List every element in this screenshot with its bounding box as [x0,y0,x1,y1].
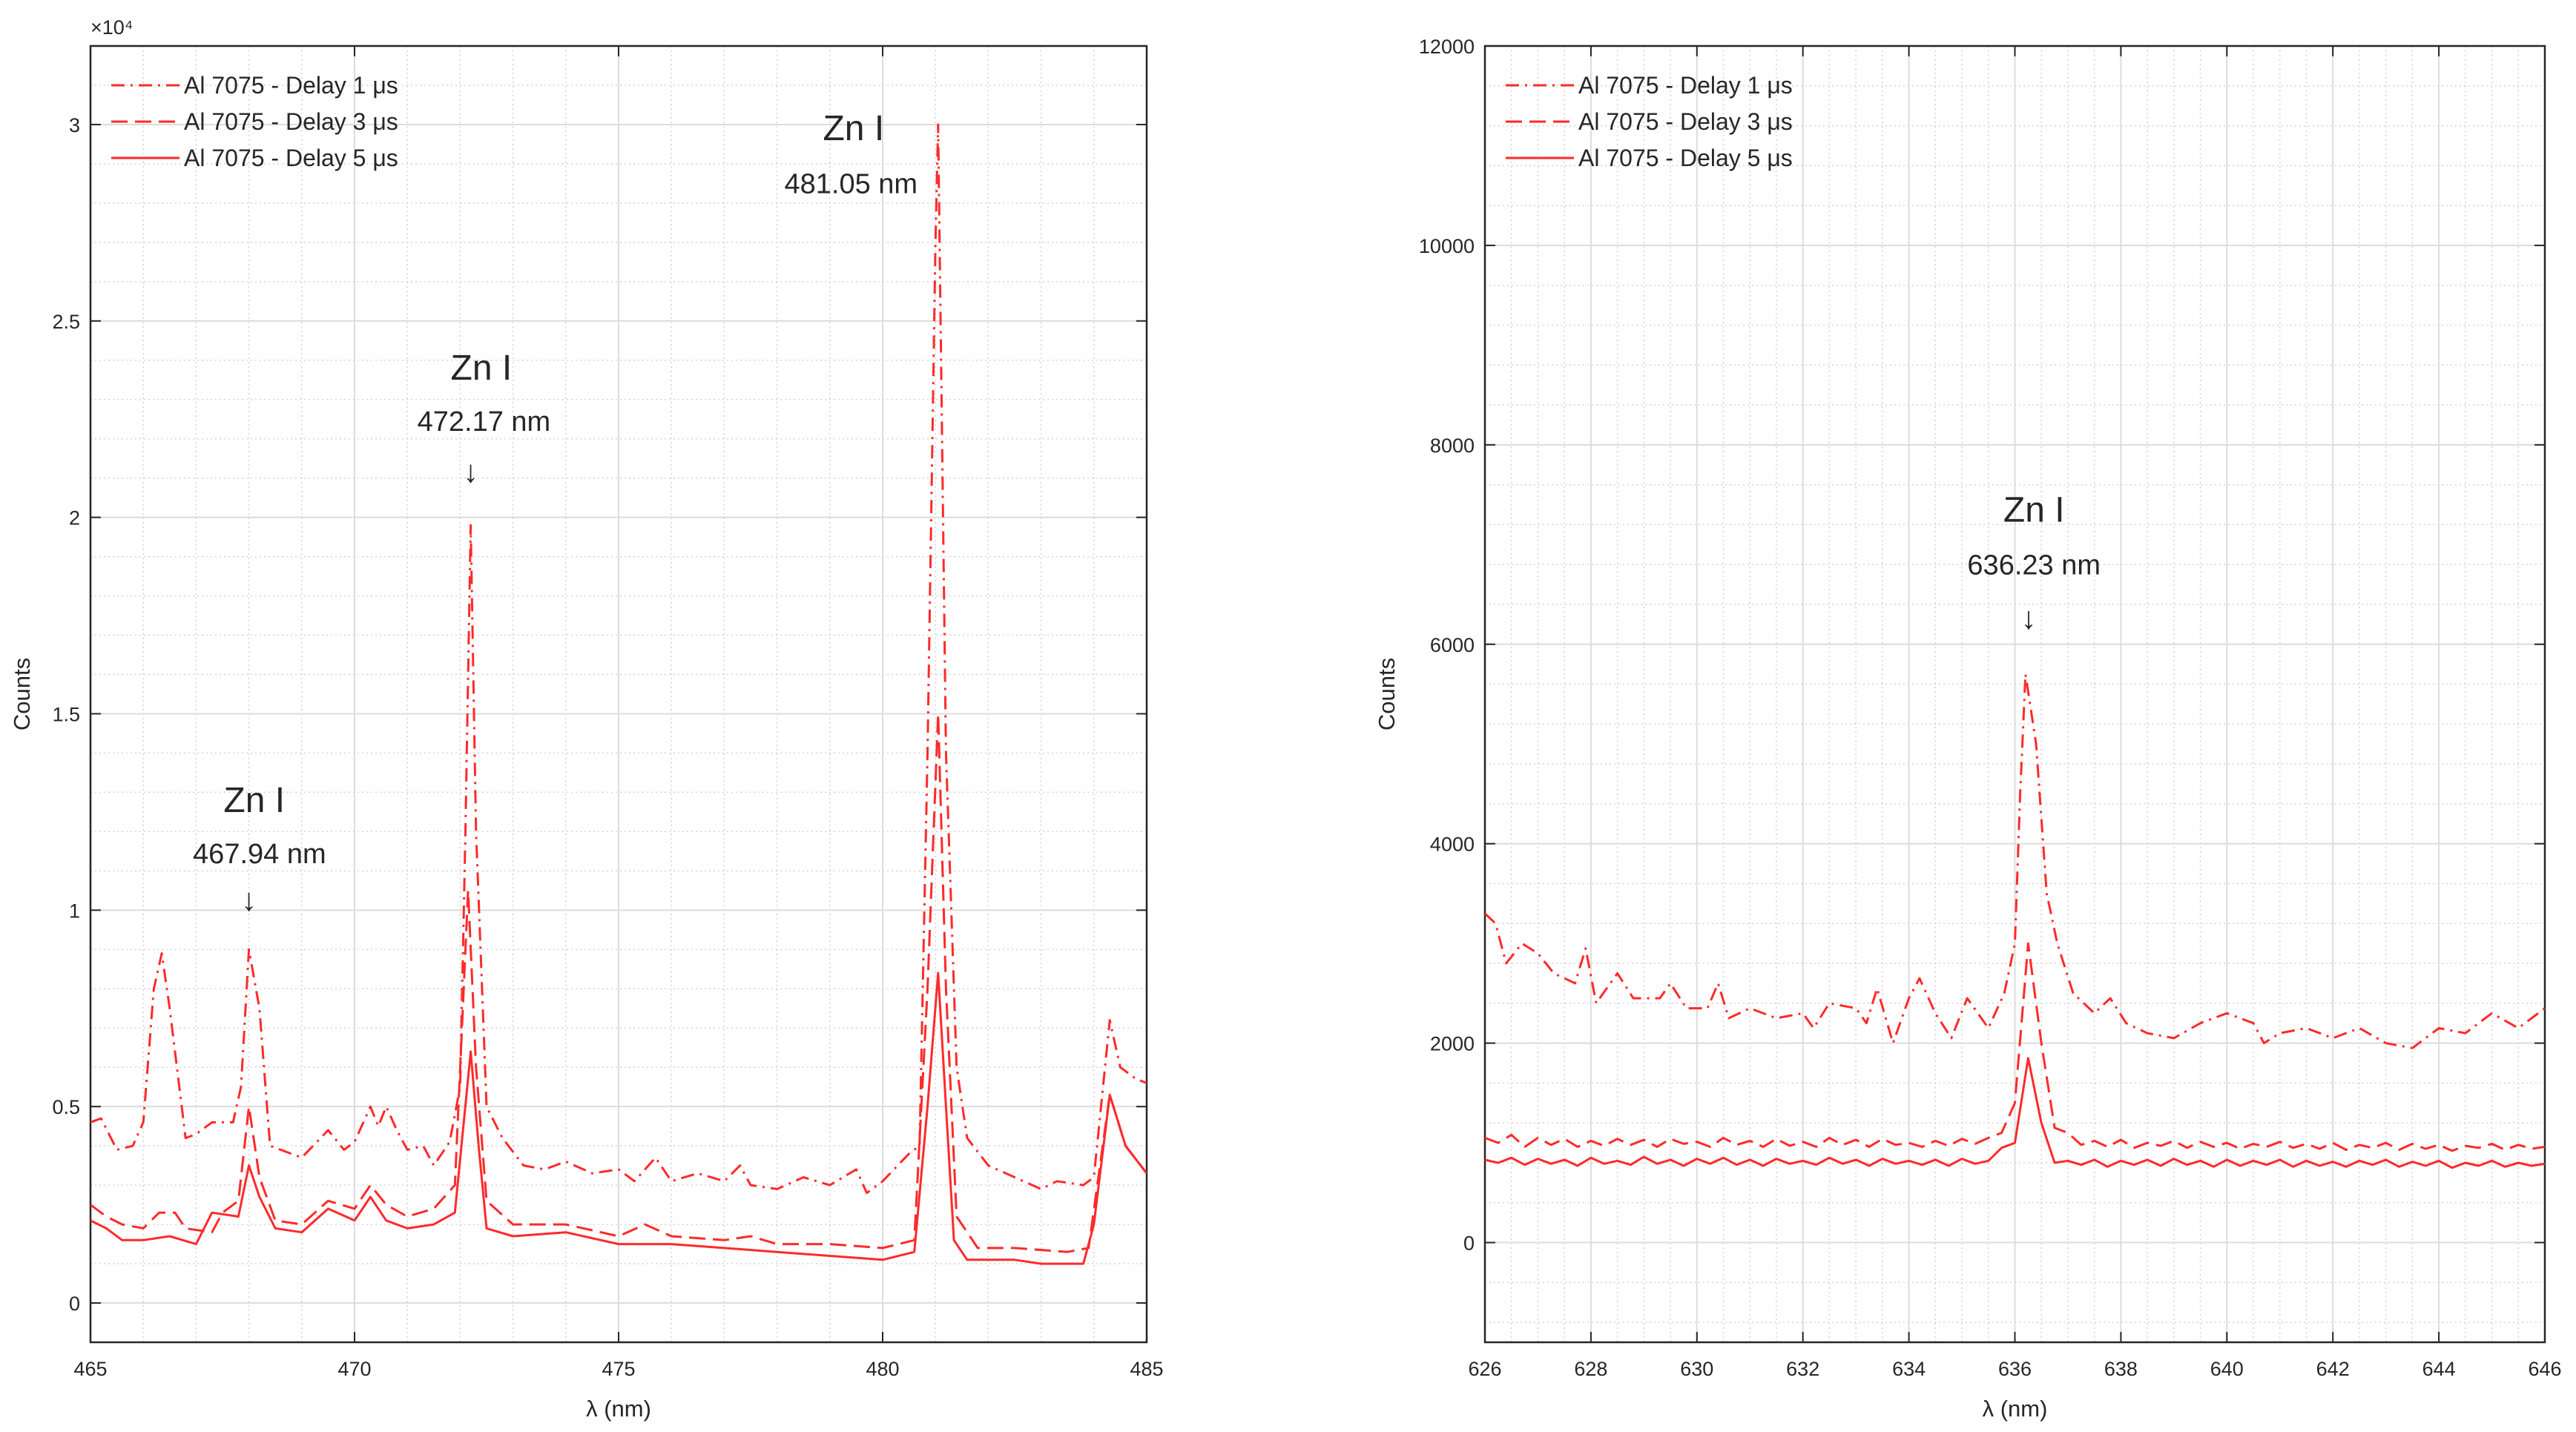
legend-label: Al 7075 - Delay 3 μs [184,108,398,135]
x-tick-label: 636 [1998,1358,2032,1380]
series-line-dashed [1485,942,2545,1152]
x-tick-label: 642 [2316,1358,2350,1380]
axes-box [89,44,1148,1344]
y-tick-label: 4000 [1430,834,1475,856]
x-tick-label: 475 [602,1358,635,1380]
peak-species-label: Zn I [2003,490,2065,529]
series-line-solid [1485,1057,2545,1169]
down-arrow-icon: ↓ [463,454,478,489]
axes-box [1483,44,2546,1344]
y-exponent-label: ×10⁴ [90,16,133,39]
y-tick-label: 2000 [1430,1033,1475,1055]
peak-species-label: Zn I [823,109,884,148]
x-tick-label: 470 [337,1358,371,1380]
x-tick-label: 646 [2528,1358,2561,1380]
x-tick-label: 640 [2210,1358,2244,1380]
y-axis-label: Counts [9,658,35,730]
y-tick-label: 0.5 [52,1096,80,1118]
x-tick-label: 480 [866,1358,899,1380]
y-tick-label: 2 [69,507,80,529]
x-tick-label: 630 [1680,1358,1713,1380]
legend-label: Al 7075 - Delay 5 μs [184,145,398,171]
legend-label: Al 7075 - Delay 1 μs [1578,72,1793,99]
peak-wavelength-label: 467.94 nm [193,839,326,870]
y-tick-label: 0 [69,1293,80,1315]
y-tick-label: 6000 [1430,634,1475,656]
peak-wavelength-label: 472.17 nm [418,406,551,438]
y-tick-label: 2.5 [52,311,80,333]
x-tick-label: 628 [1574,1358,1607,1380]
x-tick-label: 626 [1468,1358,1501,1380]
y-tick-label: 1.5 [52,703,80,725]
series-line-dashdot [90,123,1147,1195]
legend-label: Al 7075 - Delay 1 μs [184,72,398,99]
x-tick-label: 634 [1892,1358,1926,1380]
left-chart-zn-465-485nm: 465 470 475 480 485 0 0.5 1 1.5 2 2.5 3 ×10⁴ λ (nm) Co… [9,16,1164,1422]
peak-species-label: Zn I [451,349,513,388]
y-tick-label: 3 [69,114,80,136]
series-line-solid [90,971,1147,1265]
x-tick-label: 638 [2104,1358,2138,1380]
series-line-dashed [90,713,1147,1253]
y-tick-label: 12000 [1419,36,1475,58]
right-chart-zn-626-646nm: 626 628 630 632 634 636 638 640 642 644 646 0 2000 40… [1374,36,2562,1422]
x-axis-label: λ (nm) [1983,1396,2048,1422]
down-arrow-icon: ↓ [2021,600,2037,635]
legend-label: Al 7075 - Delay 5 μs [1578,145,1793,171]
x-tick-label: 465 [73,1358,107,1380]
y-tick-label: 8000 [1430,435,1475,457]
y-tick-label: 0 [1463,1233,1475,1255]
x-axis-label: λ (nm) [586,1396,651,1422]
peak-wavelength-label: 481.05 nm [784,169,918,200]
x-tick-label: 644 [2422,1358,2456,1380]
y-axis-label: Counts [1374,658,1400,730]
down-arrow-icon: ↓ [241,882,257,917]
peak-wavelength-label: 636.23 nm [1967,550,2101,581]
series-line-dashdot [1485,673,2545,1049]
legend-label: Al 7075 - Delay 3 μs [1578,108,1793,135]
x-tick-label: 485 [1130,1358,1163,1380]
peak-species-label: Zn I [223,781,285,820]
y-tick-label: 1 [69,900,80,922]
x-tick-label: 632 [1786,1358,1819,1380]
y-tick-label: 10000 [1419,235,1475,257]
